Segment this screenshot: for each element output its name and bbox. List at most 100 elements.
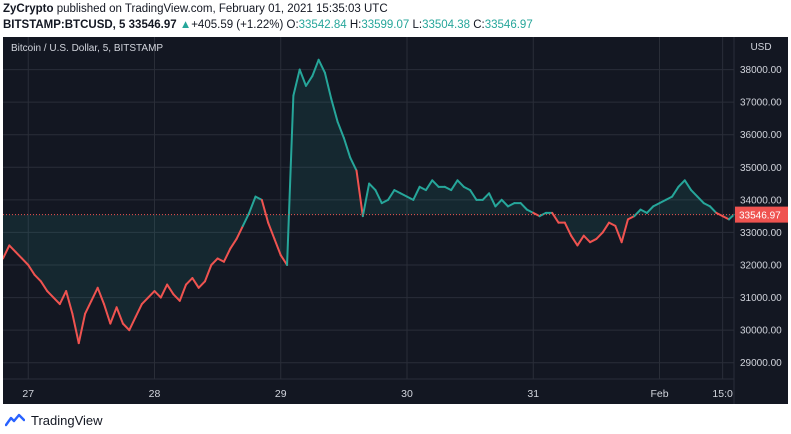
price-segment (406, 195, 415, 201)
chart-title: Bitcoin / U.S. Dollar, 5, BITSTAMP (11, 43, 163, 54)
open-value: 33542.84 (298, 19, 347, 31)
price-line (2, 58, 735, 345)
high-label: H: (349, 19, 362, 31)
price-segment (690, 189, 699, 198)
publisher-line: ZyCrypto published on TradingView.com, F… (3, 3, 388, 15)
price-tick-label: 38000.00 (740, 65, 782, 76)
price-segment (260, 198, 270, 224)
price-segment (279, 254, 289, 266)
price-area-fill (3, 59, 734, 344)
price-segment (286, 94, 295, 266)
price-segment (633, 208, 642, 218)
high-value: 33599.07 (361, 19, 410, 31)
price-segment (103, 303, 112, 325)
price-segment (494, 198, 503, 208)
price-segment (254, 195, 263, 201)
time-tick-label: 15:0 (712, 388, 733, 400)
price-segment (2, 244, 11, 260)
time-tick-label: Feb (650, 388, 668, 400)
price-segment (90, 286, 99, 302)
price-segment (652, 202, 661, 208)
price-segment (481, 192, 491, 201)
price-tick-label: 29000.00 (740, 358, 782, 369)
price-segment (248, 195, 257, 214)
price-chart[interactable]: 29000.00 30000.00 31000.00 32000.00 33000.00… (2, 37, 789, 404)
price-segment (178, 283, 188, 302)
price-segment (14, 250, 23, 260)
price-segment (399, 192, 409, 198)
last-price-tag-label: 33546.97 (739, 211, 781, 222)
symbol-label: BITSTAMP:BTCUSD, 5 (3, 19, 126, 31)
price-segment (58, 290, 68, 306)
price-segment (462, 185, 472, 192)
time-tick-label: 29 (275, 388, 287, 400)
price-segment (342, 136, 352, 159)
price-segment (715, 211, 724, 218)
change-value: +405.59 (+1.22%) (191, 19, 284, 31)
price-segment (601, 221, 611, 234)
last-price: 33546.97 (128, 19, 177, 31)
price-segment (109, 306, 118, 325)
tradingview-logo-icon (5, 413, 25, 427)
time-tick-label: 27 (22, 388, 34, 400)
price-segment (500, 198, 510, 208)
price-segment (658, 198, 667, 205)
price-segment (620, 218, 629, 244)
price-segment (153, 290, 162, 299)
price-segment (330, 97, 339, 123)
price-segment (20, 257, 30, 266)
price-segment (46, 290, 55, 299)
price-segment (147, 290, 156, 299)
price-segment (626, 215, 636, 221)
time-tick-label: 31 (527, 388, 539, 400)
price-segment (614, 224, 623, 244)
price-segment (166, 283, 175, 296)
time-axis[interactable]: 27 28 29 30 31 Feb 15:0 (22, 388, 733, 400)
price-segment (305, 75, 314, 87)
price-segment (140, 296, 150, 306)
price-segment (134, 303, 143, 319)
price-segment (241, 211, 251, 227)
chart-panel[interactable]: 29000.00 30000.00 31000.00 32000.00 33000.00… (2, 37, 789, 404)
price-segment (96, 286, 106, 306)
price-segment (8, 244, 17, 253)
price-segment (336, 120, 345, 139)
price-segment (77, 312, 87, 345)
price-segment (368, 182, 377, 192)
price-segment (159, 283, 169, 299)
price-segment (361, 182, 371, 218)
price-segment (645, 205, 655, 214)
price-segment (121, 322, 131, 332)
price-segment (27, 264, 36, 276)
chart-background (3, 37, 788, 404)
price-segment (65, 290, 74, 315)
price-segment (323, 71, 333, 100)
price-segment (311, 58, 320, 78)
price-segment (677, 179, 686, 188)
price-segment (39, 280, 49, 293)
price-segment (671, 185, 680, 198)
price-axis[interactable]: 29000.00 30000.00 31000.00 32000.00 33000.00… (740, 65, 782, 369)
price-segment (595, 231, 604, 240)
price-segment (229, 237, 238, 250)
price-segment (639, 208, 648, 214)
price-segment (33, 273, 42, 283)
last-price-marker: 33546.97 (3, 206, 789, 223)
price-tick-label: 31000.00 (740, 293, 782, 304)
price-segment (292, 68, 301, 97)
price-segment (235, 224, 244, 240)
price-segment (664, 195, 674, 201)
low-value: 33504.38 (422, 19, 471, 31)
grid (3, 37, 734, 379)
price-segment (721, 215, 730, 221)
price-segment (469, 189, 478, 201)
price-segment (525, 208, 535, 214)
price-segment (450, 179, 459, 192)
price-segment (115, 306, 124, 325)
footer-brand: TradingView (5, 410, 103, 430)
last-price-tag (735, 206, 789, 223)
price-segment (128, 316, 137, 332)
low-label: L: (412, 19, 423, 31)
price-segment (172, 293, 181, 302)
price-segment (551, 211, 560, 224)
